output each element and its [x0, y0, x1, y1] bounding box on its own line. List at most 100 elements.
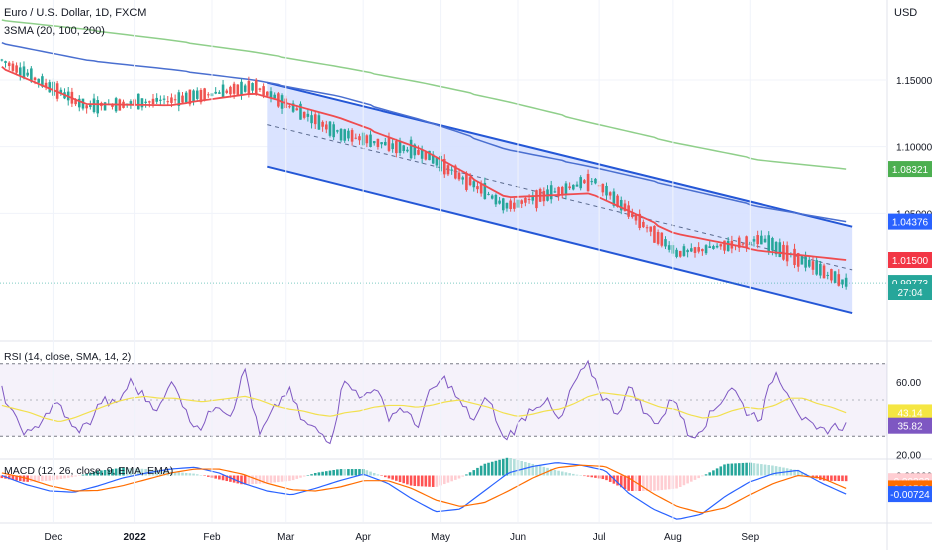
macd-histogram-bar — [92, 471, 96, 476]
candle-body — [37, 78, 41, 83]
macd-histogram-bar — [33, 475, 37, 482]
time-tick-label: Apr — [355, 532, 371, 543]
price-tick-label: 1.15000 — [896, 76, 932, 87]
macd-histogram-bar — [85, 473, 88, 476]
candle-body — [18, 67, 22, 76]
macd-histogram-bar — [837, 475, 841, 482]
macd-histogram-bar — [218, 475, 221, 480]
macd-histogram-bar — [7, 475, 11, 480]
macd-histogram-bar — [531, 463, 535, 476]
candle-body — [697, 247, 700, 252]
macd-histogram-bar — [70, 475, 74, 478]
candle-body — [726, 240, 730, 252]
candle-body — [586, 173, 590, 192]
macd-histogram-bar — [697, 475, 700, 479]
candle-body — [92, 98, 96, 113]
candle-body — [398, 140, 402, 153]
macd-label[interactable]: MACD (12, 26, close, 9, EMA, EMA) — [4, 465, 174, 477]
signal-line — [1, 464, 847, 514]
countdown-badge: 27:04 — [897, 288, 922, 299]
macd-histogram-bar — [354, 469, 358, 476]
macd-histogram-bar — [745, 462, 748, 476]
sma-indicator-label[interactable]: 3SMA (20, 100, 200) — [4, 25, 105, 37]
macd-histogram-bar — [782, 467, 785, 476]
candle-body — [701, 249, 704, 252]
candle-body — [313, 114, 317, 125]
candle-body — [737, 237, 741, 248]
macd-histogram-bar — [623, 475, 627, 490]
candle-body — [129, 101, 133, 104]
macd-histogram-bar — [501, 458, 505, 476]
macd-histogram-bar — [726, 463, 730, 476]
macd-histogram-bar — [151, 469, 155, 476]
candle-body — [782, 244, 785, 260]
macd-histogram-bar — [273, 475, 276, 483]
macd-histogram-bar — [22, 475, 26, 482]
candle-body — [288, 106, 291, 108]
candle-body — [22, 66, 26, 79]
macd-histogram-bar — [737, 463, 741, 476]
candle-body — [199, 89, 203, 103]
time-tick-label: Feb — [203, 532, 221, 543]
candle-body — [413, 144, 417, 156]
candle-body — [299, 103, 302, 120]
macd-histogram-bar — [313, 472, 317, 476]
macd-histogram-bar — [402, 475, 406, 484]
candle-body — [74, 99, 77, 105]
sma20-line — [1, 65, 847, 261]
candle-body — [487, 193, 490, 195]
macd-histogram-bar — [236, 475, 240, 484]
candle-body — [804, 255, 807, 268]
candle-body — [767, 235, 771, 252]
candle-body — [461, 177, 465, 180]
macd-histogram-bar — [159, 470, 162, 476]
candle-body — [719, 244, 723, 247]
macd-histogram-bar — [472, 470, 476, 476]
rsi-label[interactable]: RSI (14, close, SMA, 14, 2) — [4, 351, 132, 363]
macd-histogram-bar — [44, 475, 48, 481]
candle-body — [649, 226, 653, 232]
candle-body — [302, 111, 306, 118]
macd-histogram-bar — [527, 462, 531, 476]
candle-body — [476, 186, 479, 190]
candle-body — [741, 243, 745, 245]
candle-body — [501, 198, 505, 211]
candle-body — [144, 101, 147, 103]
candle-body — [350, 130, 354, 142]
candle-body — [229, 86, 232, 95]
macd-histogram-bar — [704, 474, 708, 476]
candle-body — [708, 246, 712, 248]
channel-lower-line — [267, 165, 853, 315]
macd-histogram-bar — [114, 468, 118, 476]
candle-body — [243, 85, 247, 92]
candle-body — [678, 250, 682, 257]
macd-histogram-bar — [122, 467, 125, 476]
candle-body — [89, 103, 92, 108]
macd-histogram-bar — [619, 475, 623, 488]
macd-histogram-bar — [476, 467, 479, 476]
candle-body — [387, 137, 391, 151]
candle-body — [188, 89, 192, 105]
candle-body — [155, 97, 158, 102]
macd-histogram-bar — [730, 463, 734, 476]
macd-histogram-bar — [288, 475, 291, 481]
macd-histogram-bar — [616, 475, 619, 486]
macd-histogram-bar — [192, 473, 195, 476]
candle-body — [763, 238, 767, 243]
candle-body — [365, 135, 369, 144]
candle-body — [435, 157, 439, 166]
macd-histogram-bar — [763, 464, 767, 476]
macd-histogram-bar — [269, 475, 273, 483]
candle-body — [325, 124, 328, 130]
candle-body — [96, 99, 99, 114]
candle-body — [332, 124, 335, 138]
candle-body — [4, 61, 7, 63]
macd-histogram-bar — [656, 475, 660, 491]
candle-body — [553, 191, 557, 193]
rsi-value-badge-bg — [888, 417, 932, 434]
macd-histogram-bar — [796, 470, 800, 476]
macd-histogram-bar — [756, 463, 759, 476]
macd-histogram-bar — [715, 468, 719, 476]
candle-body — [111, 104, 114, 107]
macd-histogram-bar — [325, 471, 328, 476]
